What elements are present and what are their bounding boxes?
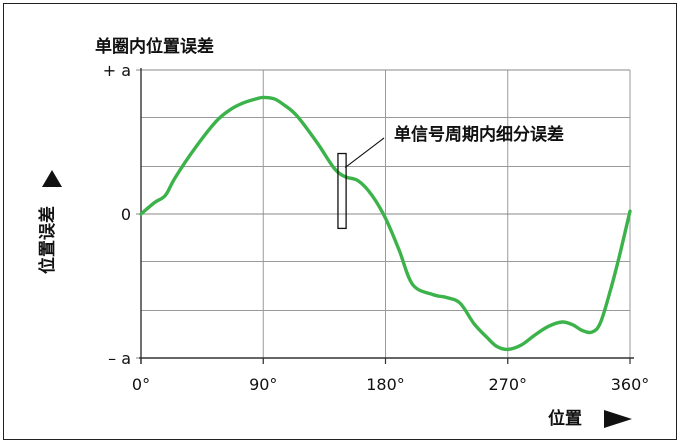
x-tick-label: 270° — [488, 375, 527, 394]
annotation-box — [337, 152, 347, 230]
tick-labels: 0° 90° 180° 270° 360° + a 0 – a — [103, 61, 650, 394]
error-curve-line — [139, 95, 632, 352]
y-axis-label: 位置误差 — [37, 206, 58, 274]
annotation-layer: 单信号周期内细分误差 — [337, 124, 564, 230]
x-tick-label: 180° — [366, 375, 405, 394]
y-tick-label: – a — [108, 349, 131, 368]
x-axis-label: 位置 — [548, 408, 582, 429]
axes — [139, 68, 634, 364]
y-tick-label: + a — [103, 61, 131, 80]
chart-title: 单圈内位置误差 — [95, 36, 214, 57]
annotation-leader-line — [344, 137, 385, 168]
annotation-label: 单信号周期内细分误差 — [394, 124, 564, 145]
series-layer — [139, 95, 632, 352]
y-axis-arrow-icon — [42, 170, 62, 187]
x-tick-label: 90° — [249, 375, 277, 394]
y-tick-label: 0 — [121, 205, 131, 224]
x-tick-label: 0° — [132, 375, 150, 394]
x-axis-arrow-icon — [604, 410, 632, 428]
chart-frame — [3, 3, 677, 440]
x-tick-label: 360° — [611, 375, 650, 394]
